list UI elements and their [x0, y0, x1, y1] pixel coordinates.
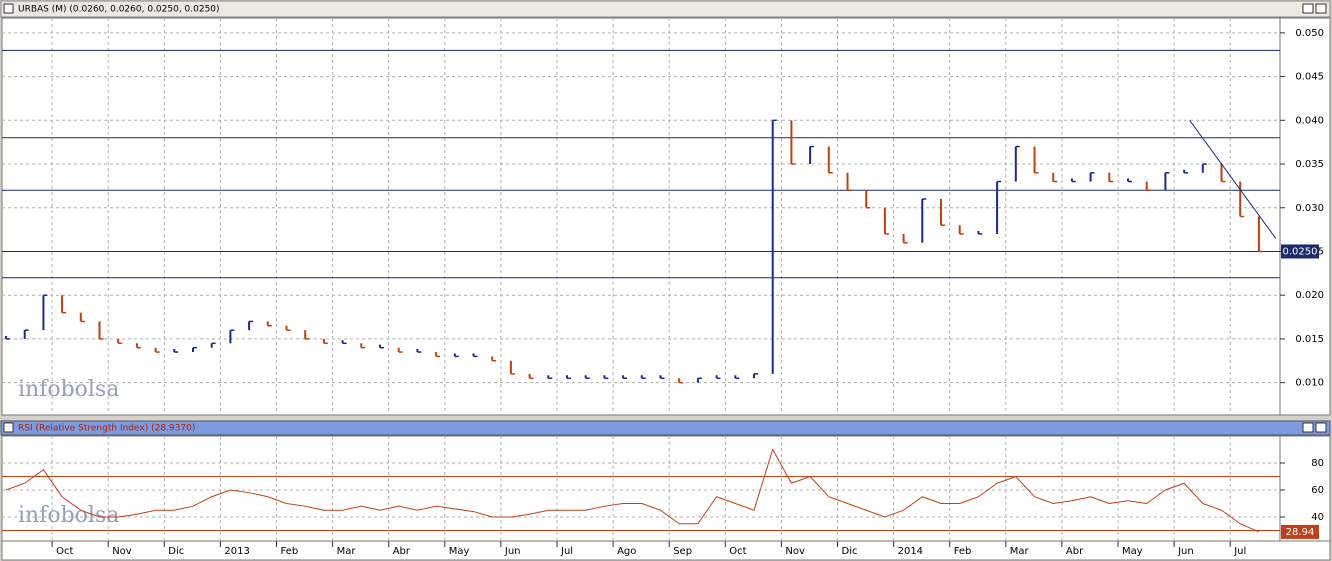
x-tick-label: Jul — [560, 546, 573, 557]
x-tick-label: 2014 — [898, 546, 923, 557]
rsi-axis — [1279, 435, 1331, 542]
x-tick-label: Mar — [337, 546, 357, 557]
x-tick-label: Jul — [1233, 546, 1246, 557]
y-tick-label: 0.010 — [1295, 378, 1324, 389]
x-tick-label: Jun — [504, 546, 521, 557]
current-value-box — [1281, 524, 1319, 539]
close-button[interactable] — [1315, 422, 1327, 433]
x-tick-label: Mar — [1010, 546, 1030, 557]
x-axis — [1, 540, 1331, 561]
x-tick-label: Oct — [56, 546, 73, 557]
x-tick-label: 2013 — [224, 546, 249, 557]
price-header — [0, 0, 1331, 18]
x-tick-label: Oct — [729, 546, 746, 557]
x-tick-label: Abr — [393, 546, 411, 557]
y-tick-label: 0.015 — [1295, 334, 1324, 345]
price-axis — [1279, 17, 1331, 416]
panel-icon — [3, 422, 14, 433]
x-tick-label: Feb — [954, 546, 972, 557]
x-tick-label: Ago — [617, 546, 636, 557]
x-tick-label: Feb — [281, 546, 299, 557]
rsi-title: RSI (Relative Strength Index) (28.9370) — [18, 424, 195, 434]
x-tick-label: Nov — [112, 546, 132, 557]
watermark: infobolsa — [18, 377, 119, 402]
rsi-plot — [1, 435, 1281, 542]
y-tick-label: 0.035 — [1295, 159, 1324, 170]
x-tick-label: Sep — [673, 546, 692, 557]
x-tick-label: Nov — [785, 546, 805, 557]
price-plot — [1, 17, 1281, 416]
y-tick-label: 0.050 — [1295, 28, 1324, 39]
y-tick-label: 0.030 — [1295, 203, 1324, 214]
y-tick-label: 0.020 — [1295, 290, 1324, 301]
maximize-button[interactable] — [1302, 3, 1314, 14]
rsi-header — [0, 420, 1331, 436]
y-tick-label: 0.040 — [1295, 115, 1324, 126]
trend-line — [1189, 120, 1277, 239]
current-value-box — [1281, 244, 1319, 259]
x-tick-label: Abr — [1066, 546, 1084, 557]
maximize-button[interactable] — [1302, 422, 1314, 433]
close-button[interactable] — [1315, 3, 1327, 14]
y-tick-label: 80 — [1311, 458, 1324, 469]
y-tick-label: 40 — [1311, 512, 1324, 523]
y-tick-label: 0.045 — [1295, 72, 1324, 83]
rsi-line — [5, 448, 1260, 533]
x-tick-label: Jun — [1177, 546, 1194, 557]
x-tick-label: Dic — [168, 546, 184, 557]
price-title: URBAS (M) (0.0260, 0.0260, 0.0250, 0.025… — [18, 5, 220, 15]
x-tick-label: May — [1122, 546, 1143, 557]
watermark: infobolsa — [18, 503, 119, 528]
current-value-label: 0.0250 — [1283, 246, 1318, 257]
x-tick-label: May — [449, 546, 470, 557]
panel-icon — [3, 3, 14, 14]
current-value-label: 28.94 — [1286, 527, 1315, 538]
y-tick-label: 60 — [1311, 485, 1324, 496]
x-tick-label: Dic — [842, 546, 858, 557]
